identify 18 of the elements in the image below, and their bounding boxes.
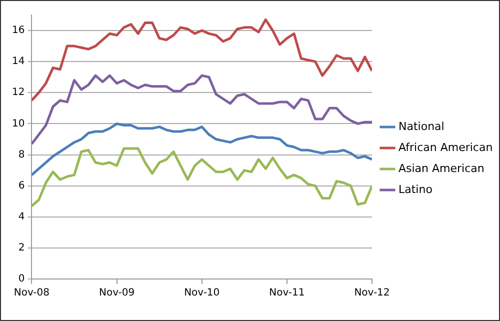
x-tick-label: Nov-12 <box>354 288 390 299</box>
y-tick-label: 8 <box>18 149 25 160</box>
x-tick-label: Nov-09 <box>98 288 135 299</box>
y-tick-label: 2 <box>18 242 25 254</box>
x-tick-label: Nov-08 <box>14 288 50 299</box>
legend-label: National <box>398 120 444 133</box>
y-tick-label: 4 <box>18 211 25 222</box>
y-tick-label: 0 <box>18 274 25 285</box>
legend-label: African American <box>398 140 493 154</box>
legend-label: Asian American <box>398 162 484 175</box>
x-tick-label: Nov-10 <box>184 288 220 299</box>
y-tick-label: 16 <box>12 25 25 36</box>
y-tick-label: 14 <box>12 56 25 68</box>
legend-label: Latino <box>398 182 433 196</box>
y-tick-label: 6 <box>18 180 25 192</box>
x-tick-label: Nov-11 <box>269 288 305 299</box>
y-tick-label: 10 <box>12 118 25 130</box>
y-tick-label: 12 <box>12 87 25 98</box>
